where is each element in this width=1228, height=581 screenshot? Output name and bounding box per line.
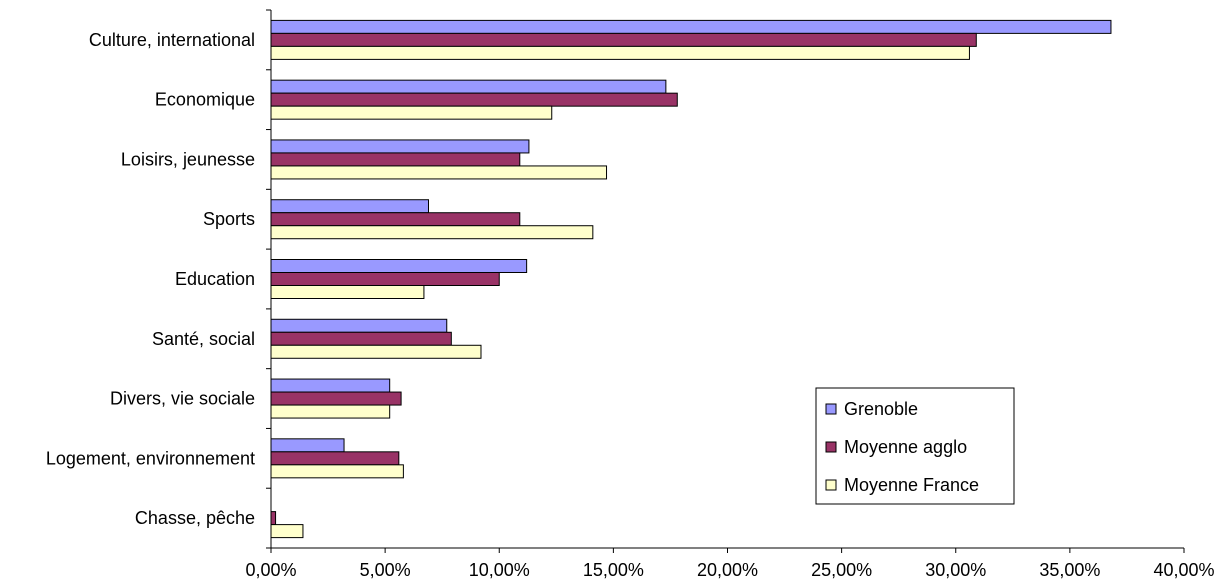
bar-moyenne-france-2 xyxy=(270,165,608,180)
bar-moyenne-france-1 xyxy=(270,105,553,120)
bar-grenoble-0 xyxy=(270,19,1112,34)
bar-moyenne-agglo-5 xyxy=(270,331,452,346)
bar-moyenne-france-5 xyxy=(270,344,482,359)
bar-grenoble-4 xyxy=(270,259,528,273)
category-label: Education xyxy=(175,269,255,289)
bar-grenoble-1 xyxy=(270,79,667,94)
bar-grenoble-5 xyxy=(270,318,448,333)
bar-moyenne-france-3 xyxy=(270,225,594,240)
bar-moyenne-agglo-1 xyxy=(270,92,678,107)
bar-moyenne-agglo-0 xyxy=(270,32,977,47)
legend-label: Grenoble xyxy=(844,399,918,419)
category-label: Loisirs, jeunesse xyxy=(121,149,255,169)
bar-moyenne-agglo-3 xyxy=(270,212,521,227)
x-tick-label: 30,00% xyxy=(925,560,986,580)
legend-box xyxy=(815,387,1015,505)
category-label: Divers, vie sociale xyxy=(110,389,255,409)
bar-moyenne-france-6 xyxy=(270,404,391,419)
bar-moyenne-france-8 xyxy=(270,524,304,539)
bar-moyenne-agglo-8 xyxy=(270,511,277,526)
category-label: Santé, social xyxy=(152,329,255,349)
axes-layer xyxy=(266,9,1185,553)
bar-grenoble-6 xyxy=(270,378,391,393)
category-label: Sports xyxy=(203,209,255,229)
x-tick-label: 35,00% xyxy=(1039,560,1100,580)
x-tick-label: 10,00% xyxy=(469,560,530,580)
x-tick-labels: 0,00% 5,00% 10,00% 15,00% 20,00% 25,00% 30,00%… xyxy=(245,560,1214,580)
bar-moyenne-france-4 xyxy=(270,285,425,299)
x-tick-label: 40,00% xyxy=(1153,560,1214,580)
bar-moyenne-france-0 xyxy=(270,45,970,60)
category-label: Economique xyxy=(155,90,255,110)
bar-moyenne-agglo-7 xyxy=(270,451,400,466)
x-tick-label: 25,00% xyxy=(811,560,872,580)
bar-moyenne-agglo-2 xyxy=(270,152,521,167)
x-tick-label: 15,00% xyxy=(583,560,644,580)
legend-label: Moyenne France xyxy=(844,475,979,495)
category-label: Logement, environnement xyxy=(46,448,255,468)
category-labels: Culture, international Economique Loisirs,… xyxy=(46,30,255,528)
category-label: Culture, international xyxy=(89,30,255,50)
legend-swatch xyxy=(825,479,837,491)
bar-grenoble-3 xyxy=(270,199,429,214)
x-tick-label: 0,00% xyxy=(245,560,296,580)
bar-moyenne-agglo-6 xyxy=(270,391,402,406)
x-tick-label: 20,00% xyxy=(697,560,758,580)
bar-moyenne-france-7 xyxy=(270,464,404,479)
legend-swatch xyxy=(825,441,837,453)
bar-moyenne-agglo-4 xyxy=(270,272,500,286)
x-tick-label: 5,00% xyxy=(360,560,411,580)
bar-grenoble-2 xyxy=(270,139,530,154)
legend: Grenoble Moyenne agglo Moyenne France xyxy=(815,387,1015,505)
legend-swatch xyxy=(825,403,837,415)
category-label: Chasse, pêche xyxy=(135,508,255,528)
legend-label: Moyenne agglo xyxy=(844,437,967,457)
bar-grenoble-7 xyxy=(270,438,345,453)
